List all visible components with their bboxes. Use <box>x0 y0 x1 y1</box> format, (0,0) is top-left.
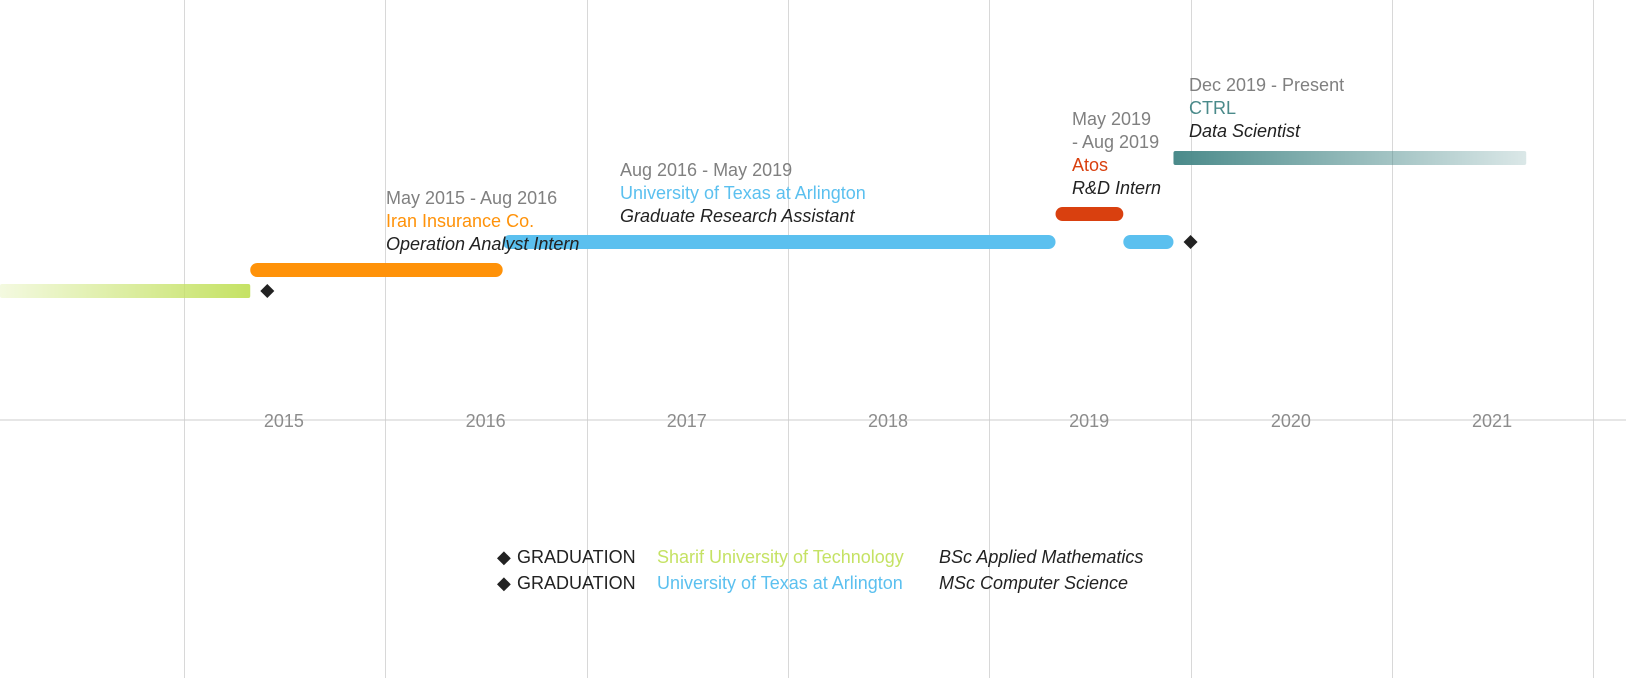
legend-degree: MSc Computer Science <box>939 573 1129 593</box>
bar-ctrl <box>1173 151 1527 165</box>
legend-institution: University of Texas at Arlington <box>657 573 903 593</box>
period-date-atos-line1: May 2019 <box>1072 109 1152 129</box>
bar-uta2 <box>1123 235 1174 249</box>
tick-label-2021: 2021 <box>1472 411 1512 431</box>
legend-row-sharif: ◆ GRADUATION Sharif University of Technolo… <box>497 545 1143 569</box>
period-org-uta: University of Texas at Arlington <box>620 183 866 203</box>
label-ctrl: Dec 2019 - Present CTRL Data Scientist <box>1189 74 1344 143</box>
tick-label-2017: 2017 <box>667 411 707 431</box>
period-date-atos-line2: - Aug 2019 <box>1072 132 1160 152</box>
tick-label-2015: 2015 <box>264 411 304 431</box>
axis-tick-labels: 2015 2016 2017 2018 2019 2020 2021 <box>264 411 1512 431</box>
tick-label-2019: 2019 <box>1069 411 1109 431</box>
period-bars <box>0 151 1527 298</box>
label-atos: May 2019 - Aug 2019 Atos R&D Intern <box>1072 108 1161 200</box>
tick-label-2018: 2018 <box>868 411 908 431</box>
milestone-diamond-1 <box>260 284 275 298</box>
period-role-ctrl: Data Scientist <box>1189 121 1301 141</box>
period-date-uta: Aug 2016 - May 2019 <box>620 160 793 180</box>
bar-iran <box>250 263 503 277</box>
period-role-uta: Graduate Research Assistant <box>620 206 855 226</box>
diamond-icon: ◆ <box>497 547 511 567</box>
bar-uta <box>502 235 1056 249</box>
legend-degree: BSc Applied Mathematics <box>939 547 1144 567</box>
bar-atos <box>1055 207 1124 221</box>
period-org-iran: Iran Insurance Co. <box>386 211 535 231</box>
period-role-iran: Operation Analyst Intern <box>386 234 580 254</box>
tick-label-2020: 2020 <box>1271 411 1311 431</box>
legend-type: GRADUATION <box>517 573 636 593</box>
grid-lines <box>184 0 1594 678</box>
legend-row-uta: ◆ GRADUATION University of Texas at Arling… <box>497 571 1128 595</box>
tick-label-2016: 2016 <box>466 411 506 431</box>
label-uta: Aug 2016 - May 2019 University of Texas … <box>620 159 866 228</box>
milestone-markers <box>260 235 1198 298</box>
period-date-ctrl: Dec 2019 - Present <box>1189 75 1345 95</box>
diamond-icon: ◆ <box>497 573 511 593</box>
period-role-atos: R&D Intern <box>1072 178 1162 198</box>
label-iran: May 2015 - Aug 2016 Iran Insurance Co. O… <box>386 187 579 256</box>
period-date-iran: May 2015 - Aug 2016 <box>386 188 558 208</box>
period-org-atos: Atos <box>1072 155 1109 175</box>
period-org-ctrl: CTRL <box>1189 98 1237 118</box>
legend-type: GRADUATION <box>517 547 636 567</box>
legend-institution: Sharif University of Technology <box>657 547 904 567</box>
milestone-diamond-2 <box>1183 235 1198 249</box>
bar-sharif <box>0 284 251 298</box>
